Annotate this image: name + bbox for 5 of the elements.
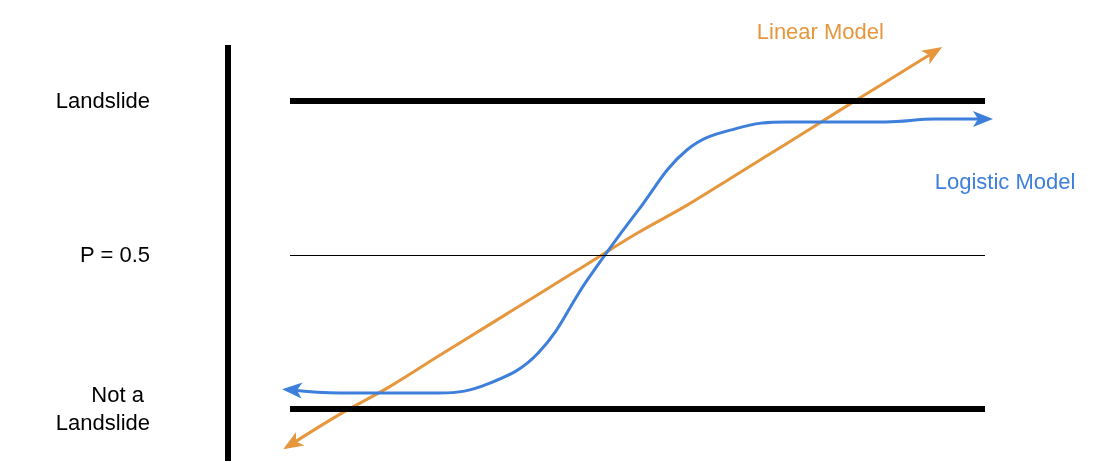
text: P = 0.5	[80, 241, 150, 267]
text: Landslide	[55, 87, 150, 113]
text: Logistic Model	[934, 168, 1076, 194]
text: Not a Landslide	[55, 381, 150, 435]
series-label: Linear Model	[756, 18, 884, 44]
